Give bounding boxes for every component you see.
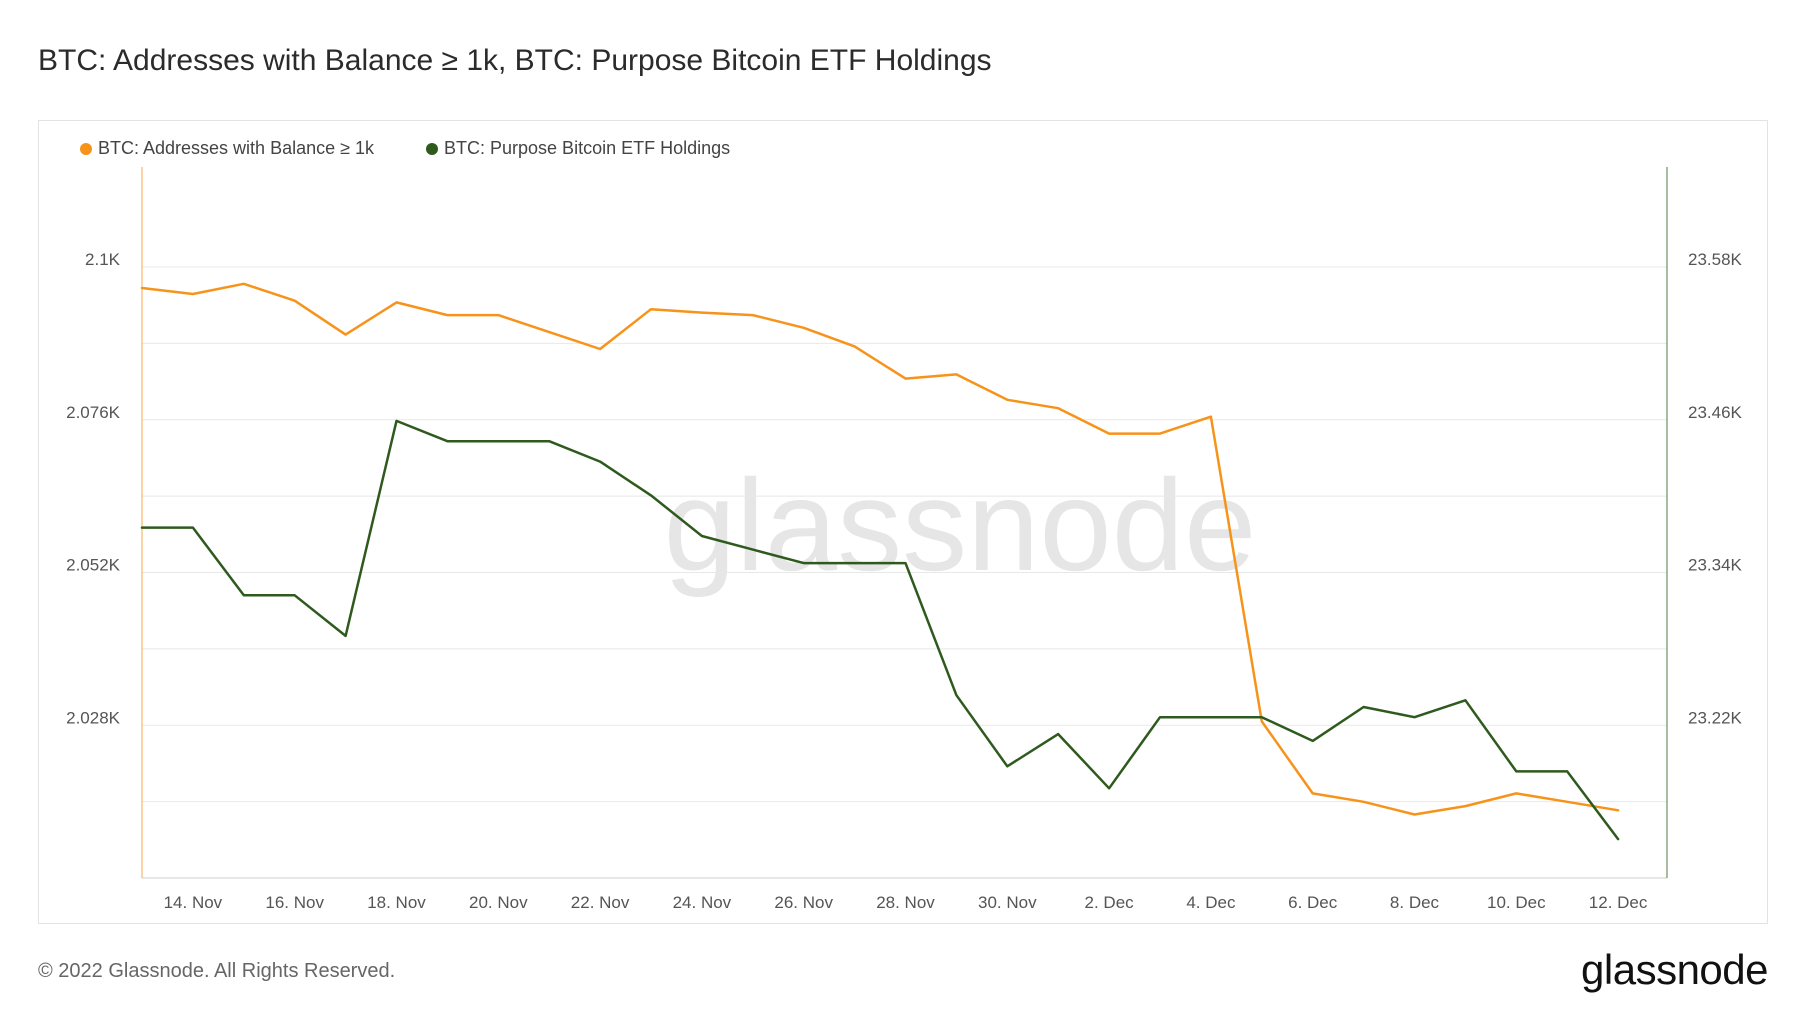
right-tick-label: 23.34K — [1688, 556, 1743, 575]
x-tick-label: 18. Nov — [367, 893, 426, 912]
x-tick-label: 26. Nov — [774, 893, 833, 912]
x-tick-label: 10. Dec — [1487, 893, 1546, 912]
right-tick-label: 23.58K — [1688, 250, 1743, 269]
x-tick-label: 6. Dec — [1288, 893, 1338, 912]
chart-panel — [38, 120, 1768, 924]
legend-item-addresses[interactable]: BTC: Addresses with Balance ≥ 1k — [80, 138, 374, 159]
x-tick-label: 24. Nov — [673, 893, 732, 912]
copyright-text: © 2022 Glassnode. All Rights Reserved. — [38, 960, 396, 982]
x-tick-label: 12. Dec — [1589, 893, 1648, 912]
legend-item-etf[interactable]: BTC: Purpose Bitcoin ETF Holdings — [426, 138, 730, 159]
left-tick-label: 2.028K — [66, 708, 121, 727]
series-line-etf — [140, 419, 1620, 841]
glassnode-logo: glassnode — [1581, 946, 1768, 993]
legend-dot-etf — [426, 142, 439, 155]
x-tick-label: 4. Dec — [1186, 893, 1236, 912]
x-tick-label: 8. Dec — [1390, 893, 1440, 912]
x-tick-label: 20. Nov — [469, 893, 528, 912]
legend-label-addresses: BTC: Addresses with Balance ≥ 1k — [98, 138, 375, 158]
x-tick-label: 16. Nov — [265, 893, 324, 912]
watermark-text: glassnode — [664, 452, 1257, 598]
chart-legend: BTC: Addresses with Balance ≥ 1k BTC: Pu… — [80, 138, 730, 159]
left-tick-label: 2.076K — [66, 403, 121, 422]
left-tick-label: 2.052K — [66, 556, 121, 575]
page-title: BTC: Addresses with Balance ≥ 1k, BTC: P… — [38, 44, 992, 77]
right-tick-label: 23.22K — [1688, 708, 1743, 727]
left-tick-label: 2.1K — [85, 250, 121, 269]
legend-dot-addresses — [80, 142, 92, 155]
series-line-addresses — [140, 282, 1620, 816]
legend-label-etf: BTC: Purpose Bitcoin ETF Holdings — [444, 138, 731, 158]
x-tick-label: 2. Dec — [1085, 893, 1135, 912]
right-tick-label: 23.46K — [1688, 403, 1743, 422]
x-tick-label: 22. Nov — [571, 893, 630, 912]
line-chart: glassnode 2.1K 2.076K 2.052K 2.028K 23.58K 23.… — [66, 167, 1743, 912]
x-tick-label: 30. Nov — [978, 893, 1037, 912]
x-tick-label: 14. Nov — [164, 893, 223, 912]
x-tick-label: 28. Nov — [876, 893, 935, 912]
